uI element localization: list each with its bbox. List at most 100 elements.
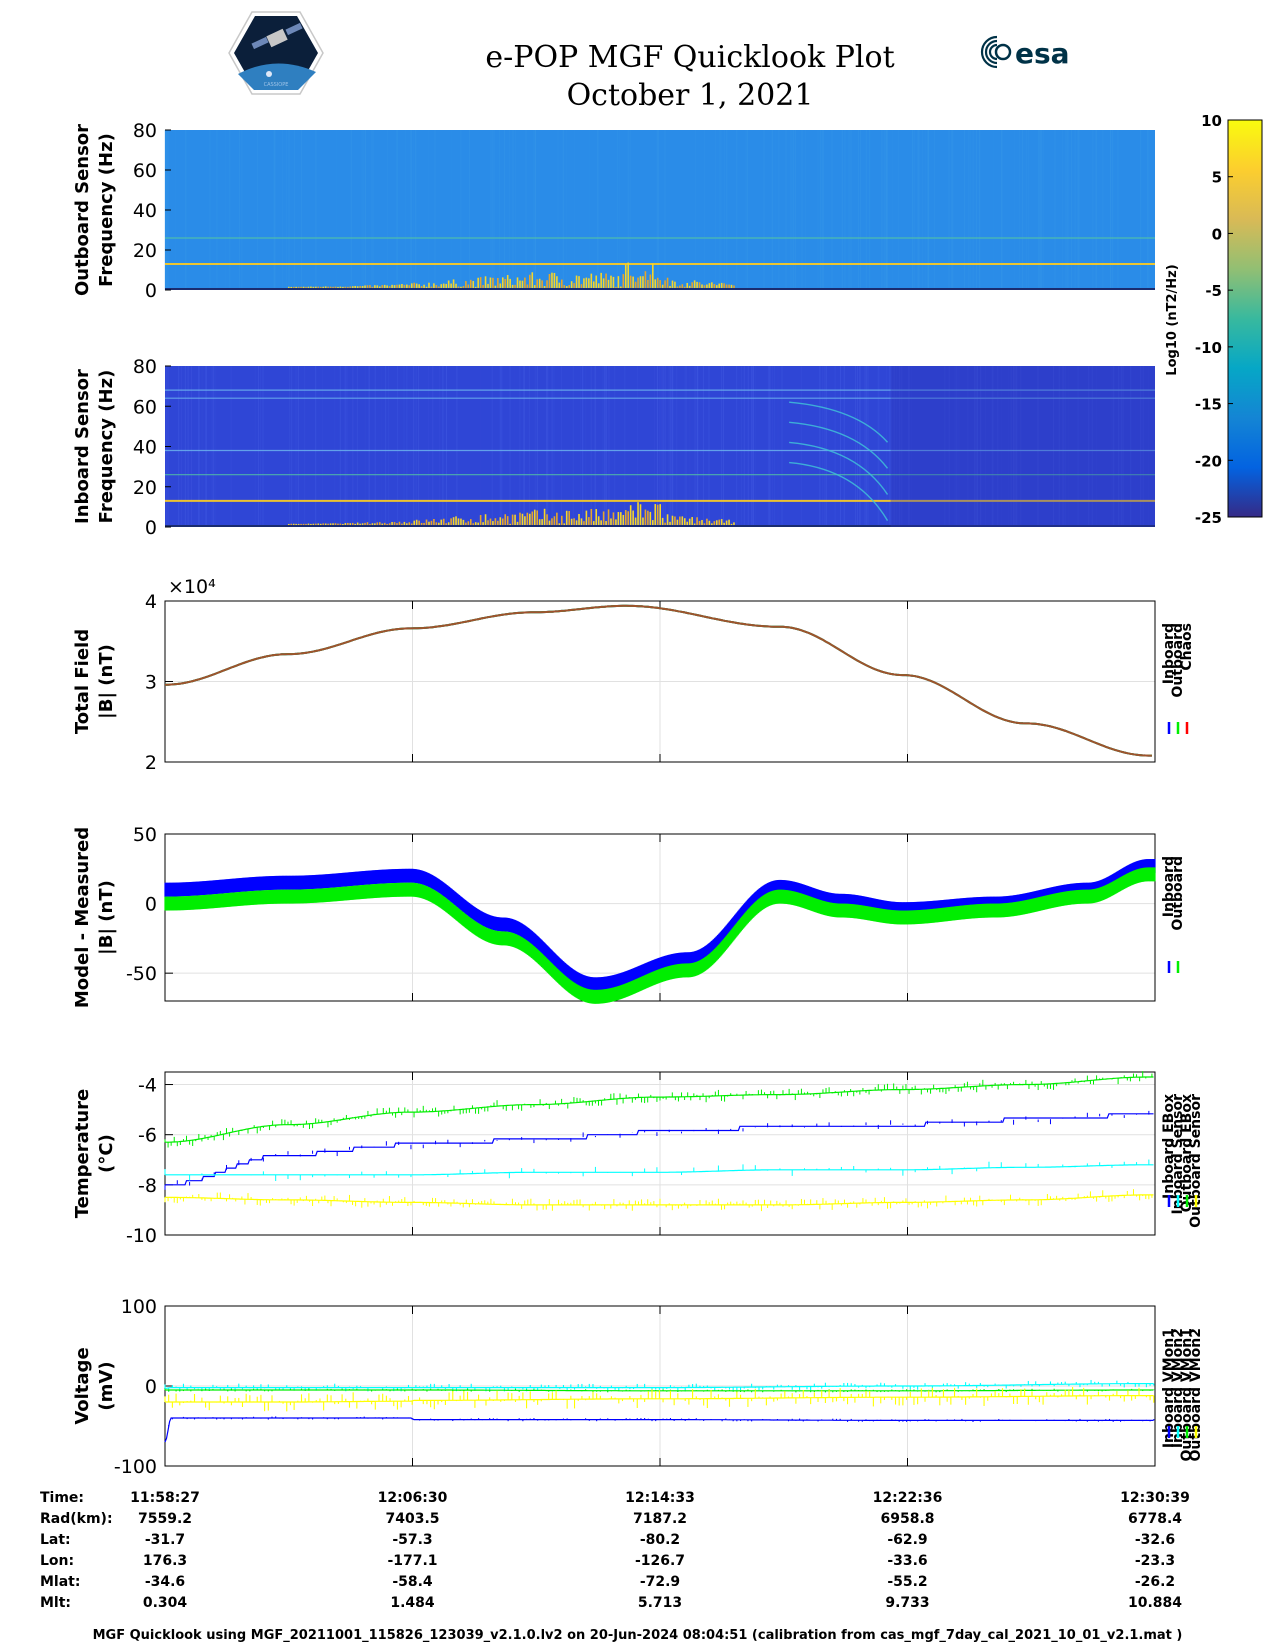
- inboard-spectrogram-burst: [347, 522, 349, 527]
- outboard-spectrogram-burst: [469, 279, 472, 290]
- colorbar-tick-label: -25: [1195, 509, 1222, 527]
- outboard-spectrogram-burst: [541, 280, 543, 290]
- inboard-spectrogram-burst: [356, 522, 359, 527]
- voltage-outboard-vmon1-noise: [164, 1388, 1155, 1393]
- voltage-ytick-label: 0: [145, 1376, 157, 1398]
- inboard-spectrogram-burst: [533, 509, 536, 527]
- outboard-spectrogram-burst: [482, 285, 484, 290]
- inboard-spectrogram-burst: [602, 511, 605, 527]
- inboard-spectrogram-ytick-label: 40: [133, 437, 157, 459]
- outboard-spectrogram-burst: [406, 284, 408, 290]
- inboard-spectrogram-burst: [708, 520, 711, 527]
- total-field-ytick-label: 2: [145, 752, 157, 774]
- outboard-spectrogram-burst: [723, 283, 725, 290]
- colorbar-tick-label: -20: [1195, 452, 1222, 470]
- inboard-spectrogram-burst: [428, 521, 430, 527]
- outboard-spectrogram-burst: [524, 277, 526, 290]
- inboard-spectrogram-burst: [516, 521, 519, 527]
- inboard-spectrogram-burst: [580, 518, 583, 527]
- outboard-spectrogram-burst: [607, 279, 610, 290]
- outboard-spectrogram-ylabel-units: Frequency (Hz): [96, 133, 117, 287]
- inboard-spectrogram-burst: [415, 519, 418, 527]
- total-field-chaos-line: [165, 604, 1152, 757]
- outboard-spectrogram-ytick-label: 80: [133, 120, 157, 142]
- inboard-spectrogram-burst: [482, 522, 484, 527]
- outboard-spectrogram-ylabel: Outboard Sensor: [72, 124, 93, 296]
- inboard-spectrogram-burst: [366, 522, 369, 527]
- inboard-spectrogram-burst: [514, 514, 516, 527]
- outboard-spectrogram-burst: [701, 284, 703, 290]
- inboard-spectrogram-burst: [524, 516, 526, 527]
- inboard-spectrogram-burst: [450, 518, 452, 527]
- inboard-spectrogram-burst: [649, 511, 652, 527]
- inboard-spectrogram-burst: [467, 521, 470, 527]
- inboard-spectrogram-burst: [664, 522, 666, 527]
- outboard-spectrogram-burst: [585, 277, 588, 290]
- outboard-spectrogram-burst: [652, 263, 654, 290]
- model-minus-measured-ytick-label: 0: [145, 894, 157, 916]
- outboard-spectrogram-burst: [526, 284, 529, 290]
- inboard-spectrogram-burst: [629, 505, 632, 527]
- inboard-spectrogram-burst: [674, 516, 676, 527]
- colorbar-tick-label: -5: [1205, 282, 1222, 300]
- outboard-spectrogram-burst: [514, 284, 516, 290]
- inboard-spectrogram-burst: [398, 521, 401, 527]
- inboard-spectrogram-burst: [442, 518, 445, 527]
- outboard-spectrogram-burst: [455, 283, 457, 290]
- outboard-spectrogram-background: [165, 130, 1155, 290]
- inboard-spectrogram-burst: [612, 512, 615, 527]
- outboard-spectrogram-burst: [600, 272, 602, 290]
- inboard-spectrogram-burst: [688, 518, 691, 527]
- inboard-spectrogram-ylabel: Inboard Sensor: [72, 369, 93, 524]
- inboard-spectrogram-burst: [681, 516, 684, 527]
- inboard-spectrogram-burst: [713, 521, 716, 527]
- outboard-spectrogram-burst: [558, 282, 561, 290]
- colorbar: [1227, 119, 1263, 518]
- outboard-spectrogram-burst: [720, 282, 723, 290]
- inboard-spectrogram-burst: [573, 518, 575, 527]
- outboard-spectrogram-burst: [521, 280, 524, 290]
- outboard-spectrogram-burst: [445, 283, 447, 290]
- inboard-spectrogram-burst: [413, 520, 416, 527]
- inboard-spectrogram-burst: [661, 517, 664, 527]
- inboard-spectrogram-burst: [376, 522, 379, 527]
- inboard-spectrogram-burst: [654, 504, 657, 527]
- model-measured-outboard-series: [164, 867, 1156, 1004]
- outboard-spectrogram-burst: [669, 285, 671, 290]
- inboard-spectrogram-burst: [686, 521, 689, 527]
- inboard-spectrogram-burst: [433, 518, 435, 527]
- outboard-spectrogram-burst: [369, 285, 371, 290]
- inboard-spectrogram-burst: [469, 519, 472, 527]
- outboard-spectrogram-burst: [666, 277, 669, 290]
- inboard-spectrogram-burst: [575, 520, 578, 527]
- outboard-spectrogram-burst: [634, 281, 637, 290]
- outboard-spectrogram-burst: [398, 284, 401, 290]
- temperature-legend-label: Outboard EBox: [1179, 1094, 1195, 1212]
- outboard-spectrogram-burst: [568, 285, 570, 290]
- inboard-spectrogram-whistler-trace: [789, 421, 889, 469]
- outboard-spectrogram-burst: [664, 280, 666, 290]
- temperature-legend-label: Inboard Sensor: [1170, 1094, 1186, 1215]
- inboard-spectrogram-burst: [504, 514, 507, 527]
- temperature-ytick-label: -10: [126, 1225, 157, 1247]
- outboard-spectrogram-burst: [595, 275, 598, 290]
- inboard-spectrogram-burst: [536, 510, 539, 527]
- inboard-spectrogram-burst: [462, 519, 465, 527]
- outboard-spectrogram-burst: [494, 285, 497, 290]
- outboard-spectrogram-burst: [659, 280, 661, 290]
- inboard-spectrogram-burst: [455, 516, 457, 527]
- inboard-spectrogram-burst: [728, 519, 730, 527]
- outboard-spectrogram-burst: [597, 283, 600, 290]
- outboard-spectrogram-burst: [428, 282, 430, 290]
- outboard-spectrogram-burst: [575, 275, 578, 290]
- outboard-spectrogram-burst: [561, 279, 563, 290]
- inboard-spectrogram-burst: [484, 514, 487, 527]
- outboard-spectrogram-burst: [408, 285, 411, 290]
- outboard-spectrogram-burst: [661, 284, 664, 290]
- outboard-spectrogram-burst: [447, 280, 450, 290]
- inboard-spectrogram-burst: [718, 519, 721, 527]
- outboard-spectrogram-burst: [679, 285, 681, 290]
- inboard-spectrogram-burst: [487, 520, 489, 527]
- outboard-spectrogram-burst: [415, 283, 418, 290]
